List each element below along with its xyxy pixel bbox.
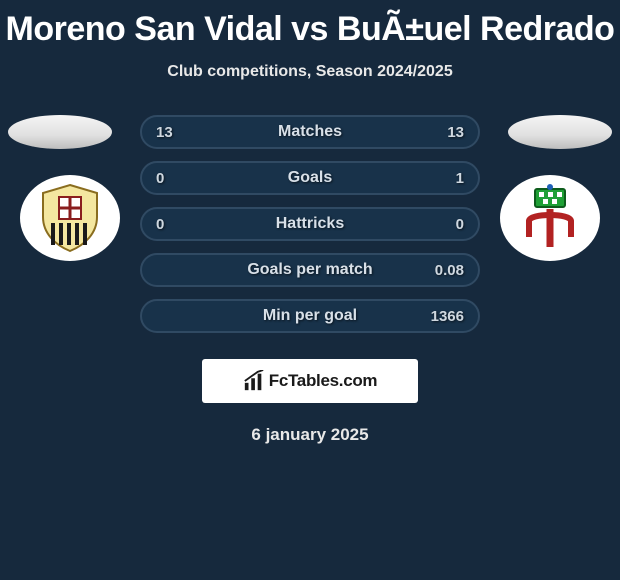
stat-row-min-per-goal: Min per goal 1366	[140, 299, 480, 333]
stat-right-value: 1366	[431, 308, 464, 325]
stat-row-hattricks: 0 Hattricks 0	[140, 207, 480, 241]
stat-label: Matches	[278, 123, 342, 141]
stat-left-value: 0	[156, 170, 164, 187]
stat-label: Goals per match	[247, 261, 372, 279]
subtitle: Club competitions, Season 2024/2025	[0, 63, 620, 81]
stat-right-value: 0	[456, 216, 464, 233]
bar-chart-icon	[243, 370, 265, 392]
source-logo-text: FcTables.com	[269, 371, 378, 391]
stat-label: Goals	[288, 169, 332, 187]
stat-label: Min per goal	[263, 307, 357, 325]
shield-icon	[35, 183, 105, 253]
right-flag	[508, 115, 612, 149]
stat-row-goals-per-match: Goals per match 0.08	[140, 253, 480, 287]
stat-label: Hattricks	[276, 215, 344, 233]
stat-right-value: 1	[456, 170, 464, 187]
left-flag	[8, 115, 112, 149]
stat-left-value: 0	[156, 216, 164, 233]
stat-row-matches: 13 Matches 13	[140, 115, 480, 149]
comparison-area: 13 Matches 13 0 Goals 1 0 Hattricks 0 Go…	[0, 115, 620, 345]
stat-row-goals: 0 Goals 1	[140, 161, 480, 195]
stat-bars: 13 Matches 13 0 Goals 1 0 Hattricks 0 Go…	[140, 115, 480, 333]
shield-icon	[515, 183, 585, 253]
stat-right-value: 0.08	[435, 262, 464, 279]
snapshot-date: 6 january 2025	[0, 425, 620, 445]
right-club-crest	[500, 175, 600, 261]
source-logo: FcTables.com	[202, 359, 418, 403]
left-club-crest	[20, 175, 120, 261]
page-title: Moreno San Vidal vs BuÃ±uel Redrado	[0, 0, 620, 49]
stat-left-value: 13	[156, 124, 173, 141]
stat-right-value: 13	[447, 124, 464, 141]
